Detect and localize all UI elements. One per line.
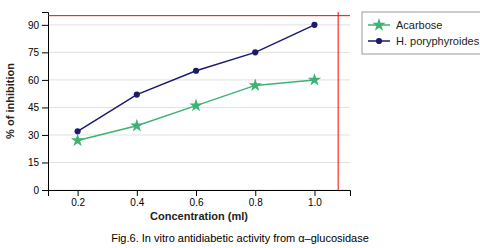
y-axis-tick: 0 [33, 185, 48, 196]
y-axis-tick-label: 15 [28, 157, 40, 168]
point [75, 128, 81, 134]
y-axis-tick-mark [42, 52, 48, 53]
y-axis: 0 15 30 45 60 75 90 [28, 13, 49, 196]
point [134, 91, 140, 97]
y-axis-tick-mark [42, 190, 48, 191]
y-axis-tick-label: 0 [33, 185, 39, 196]
point [130, 119, 143, 132]
x-axis-tick-mark [137, 190, 138, 196]
point [308, 73, 321, 86]
y-axis-tick-mark [42, 107, 48, 108]
x-axis-tick-label: 0.2 [71, 197, 85, 208]
legend-marker [376, 38, 382, 44]
y-axis-line [42, 13, 49, 191]
legend-label: Acarbose [396, 19, 442, 31]
x-axis-title: Concentration (ml) [150, 210, 248, 222]
y-axis-tick: 60 [28, 75, 48, 86]
grid-line [48, 134, 350, 135]
point [249, 78, 262, 91]
point [193, 68, 199, 74]
y-axis-tick: 15 [28, 157, 48, 168]
y-axis-tick-mark [42, 80, 48, 81]
grid [48, 25, 350, 190]
x-axis-tick-mark [78, 190, 79, 196]
x-axis-tick-label: 0.8 [249, 197, 263, 208]
x-axis-tick: 0.4 [130, 190, 144, 208]
x-axis-tick-mark [255, 190, 256, 196]
y-axis-tick-label: 90 [28, 20, 40, 31]
x-axis-tick-label: 0.4 [130, 197, 144, 208]
grid-line [48, 52, 350, 53]
y-axis-tick: 90 [28, 20, 48, 31]
y-axis-tick: 45 [28, 102, 48, 113]
y-axis-tick: 75 [28, 47, 48, 58]
grid-line [48, 24, 350, 25]
point [189, 99, 202, 112]
x-axis: 0.2 0.4 0.6 0.8 1.0 [49, 190, 351, 208]
legend-frame [362, 12, 480, 54]
y-axis-tick-label: 60 [28, 75, 40, 86]
x-axis-tick: 0.2 [71, 190, 85, 208]
y-axis-tick: 30 [28, 130, 48, 141]
point [311, 22, 317, 28]
x-axis-tick: 0.8 [249, 190, 263, 208]
point [71, 133, 84, 146]
plot: 0.2 0.4 0.6 0.8 1.0 0 15 30 45 60 75 90 Concentratio… [4, 12, 351, 222]
legend: Acarbose H. poryphyroides [362, 12, 480, 54]
x-axis-line [49, 191, 351, 197]
y-axis-tick-label: 30 [28, 130, 40, 141]
y-axis-tick-mark [42, 25, 48, 26]
legend-item: H. poryphyroides [368, 35, 480, 47]
legend-marker [372, 18, 385, 31]
x-axis-tick-mark [196, 190, 197, 196]
legend-label: H. poryphyroides [396, 35, 480, 47]
chart: 0.2 0.4 0.6 0.8 1.0 0 15 30 45 60 75 90 Concentratio… [0, 0, 480, 248]
legend-item: Acarbose [368, 18, 442, 31]
reference-vline [338, 12, 339, 190]
x-axis-tick-label: 0.6 [190, 197, 204, 208]
marks [48, 12, 350, 190]
y-axis-title: % of inhibition [4, 63, 16, 139]
x-axis-tick-mark [314, 190, 315, 196]
grid-line [48, 162, 350, 163]
x-axis-tick: 0.6 [190, 190, 204, 208]
x-axis-tick-label: 1.0 [308, 197, 322, 208]
series-line [78, 25, 315, 131]
y-axis-tick-mark [42, 162, 48, 163]
point [252, 49, 258, 55]
y-axis-tick-label: 45 [28, 102, 40, 113]
series-line [78, 80, 315, 141]
reference-hline [48, 15, 350, 16]
y-axis-tick-label: 75 [28, 47, 40, 58]
y-axis-tick-mark [42, 135, 48, 136]
x-axis-tick: 1.0 [308, 190, 322, 208]
title: Fig.6. In vitro antidiabetic activity fr… [111, 232, 369, 244]
